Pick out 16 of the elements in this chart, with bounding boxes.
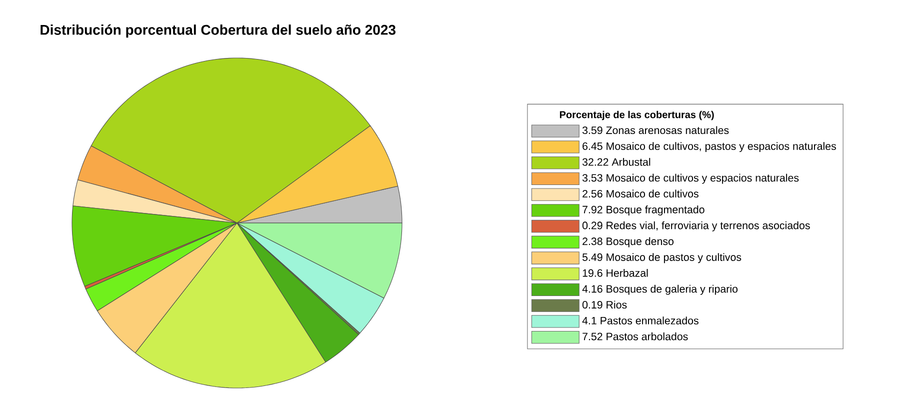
legend-label: 2.56 Mosaico de cultivos [582,190,698,198]
legend-label: 3.59 Zonas arenosas naturales [582,126,729,134]
legend-label: 19.6 Herbazal [582,268,648,277]
legend-label: 7.52 Pastos arbolados [582,332,688,340]
legend-label: 4.16 Bosques de galeria y ripario [582,284,738,295]
chart-title: Distribución porcentual Cobertura del suelo año 2023 [40,24,396,38]
legend-label: 7.92 Bosque fragmentado [582,206,704,216]
legend-label: 4.1 Pastos enmalezados [582,316,698,324]
legend-label: 6.45 Mosaico de cultivos, pastos y espacios naturales [582,142,836,152]
legend-label: 2.38 Bosque denso [582,237,674,248]
legend-label: 0.19 Rios [582,300,627,309]
legend-label: 3.53 Mosaico de cultivos y espacios naturales [582,174,799,184]
legend-title: Porcentaje de las coberturas (%) [560,110,714,120]
legend-label: 0.29 Redes vial, ferroviaria y terrenos asociados [582,221,810,232]
legend-label: 32.22 Arbustal [582,158,650,166]
legend-label: 5.49 Mosaico de pastos y cultivos [582,253,742,264]
